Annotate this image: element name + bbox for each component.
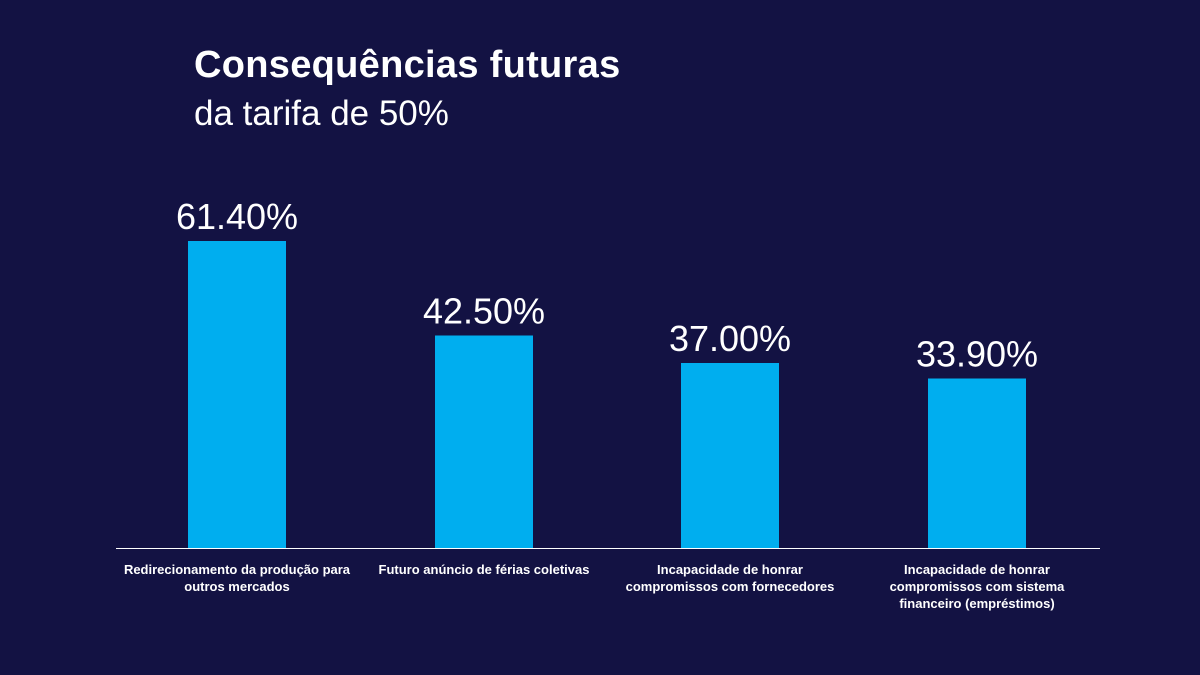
category-label-0: Redirecionamento da produção para outros…	[123, 562, 351, 594]
chart-subtitle: da tarifa de 50%	[194, 94, 449, 133]
value-label-3: 33.90%	[916, 334, 1038, 375]
bar-0	[188, 241, 286, 548]
bar-3	[928, 378, 1026, 548]
bar-2	[681, 363, 779, 548]
category-label-1: Futuro anúncio de férias coletivas	[378, 562, 590, 577]
category-label-3: Incapacidade de honrar compromissos com …	[889, 562, 1065, 611]
value-label-1: 42.50%	[423, 291, 545, 332]
category-label-2: Incapacidade de honrar compromissos com …	[625, 562, 835, 594]
chart-title: Consequências futuras	[194, 44, 621, 86]
bar-1	[435, 335, 533, 548]
value-label-0: 61.40%	[176, 196, 298, 237]
value-label-2: 37.00%	[669, 318, 791, 359]
